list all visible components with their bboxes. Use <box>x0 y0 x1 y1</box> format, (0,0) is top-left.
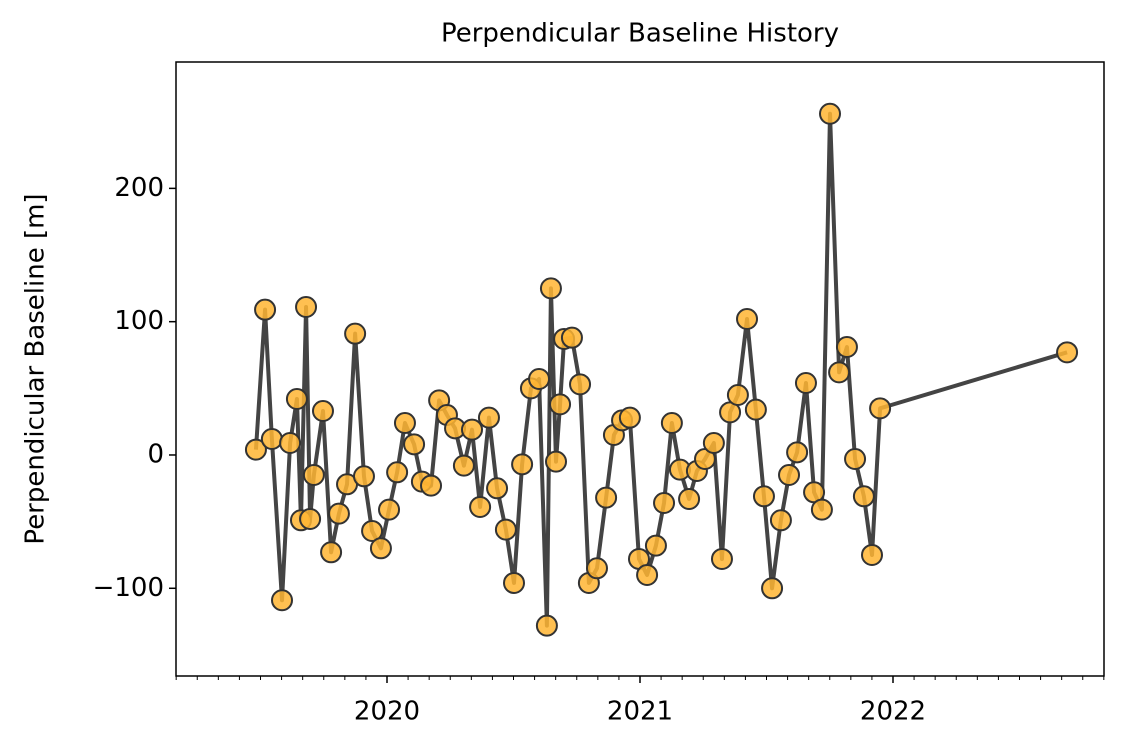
data-point <box>786 441 809 464</box>
data-point <box>461 418 484 441</box>
x-tick-label: 2021 <box>607 697 673 727</box>
data-point <box>477 406 500 429</box>
plot-frame <box>175 61 1105 677</box>
data-point <box>660 411 683 434</box>
data-point <box>486 477 509 500</box>
data-point <box>295 296 318 319</box>
data-point <box>869 397 892 420</box>
data-point <box>794 371 817 394</box>
data-point <box>361 519 384 542</box>
data-point <box>378 498 401 521</box>
data-point <box>369 537 392 560</box>
data-point <box>503 571 526 594</box>
data-point <box>710 547 733 570</box>
y-tick-label: 100 <box>114 306 164 336</box>
data-point <box>271 589 294 612</box>
y-tick-label: −100 <box>93 573 164 603</box>
data-point <box>494 518 517 541</box>
data-point <box>320 541 343 564</box>
data-point <box>752 485 775 508</box>
data-point <box>844 447 867 470</box>
data-point <box>539 277 562 300</box>
data-point <box>569 373 592 396</box>
data-point <box>618 406 641 429</box>
data-point <box>279 431 302 454</box>
x-tick-label: 2022 <box>860 697 926 727</box>
data-point <box>311 399 334 422</box>
data-point <box>810 498 833 521</box>
data-point <box>636 563 659 586</box>
data-point <box>726 383 749 406</box>
data-point <box>327 502 350 525</box>
y-tick-label: 200 <box>114 173 164 203</box>
data-point <box>560 326 583 349</box>
data-point <box>1056 341 1079 364</box>
chart-title: Perpendicular Baseline History <box>441 19 839 49</box>
data-point <box>545 450 568 473</box>
data-point <box>852 485 875 508</box>
data-point <box>452 454 475 477</box>
data-point <box>260 427 283 450</box>
data-point <box>549 393 572 416</box>
data-point <box>386 461 409 484</box>
data-point <box>420 474 443 497</box>
data-point <box>528 367 551 390</box>
data-point <box>653 491 676 514</box>
x-tick-label: 2020 <box>354 697 420 727</box>
data-point <box>302 463 325 486</box>
data-point <box>299 507 322 530</box>
data-point <box>403 433 426 456</box>
data-point <box>595 486 618 509</box>
data-point <box>835 336 858 359</box>
y-tick-label: 0 <box>147 439 164 469</box>
data-point <box>344 322 367 345</box>
data-point <box>285 387 308 410</box>
data-point <box>254 298 277 321</box>
data-point <box>819 102 842 125</box>
data-point <box>702 431 725 454</box>
data-point <box>828 361 851 384</box>
data-point <box>535 614 558 637</box>
data-point <box>244 438 267 461</box>
data-point <box>778 463 801 486</box>
data-point <box>352 465 375 488</box>
data-point <box>744 398 767 421</box>
data-point <box>511 453 534 476</box>
data-point <box>761 577 784 600</box>
data-point <box>861 543 883 566</box>
data-point <box>769 509 792 532</box>
data-point <box>644 534 667 557</box>
data-point <box>736 308 759 331</box>
data-point <box>585 557 608 580</box>
data-point <box>678 487 701 510</box>
y-axis-label: Perpendicular Baseline [m] <box>21 193 51 544</box>
data-point <box>469 495 492 518</box>
data-point <box>393 411 416 434</box>
